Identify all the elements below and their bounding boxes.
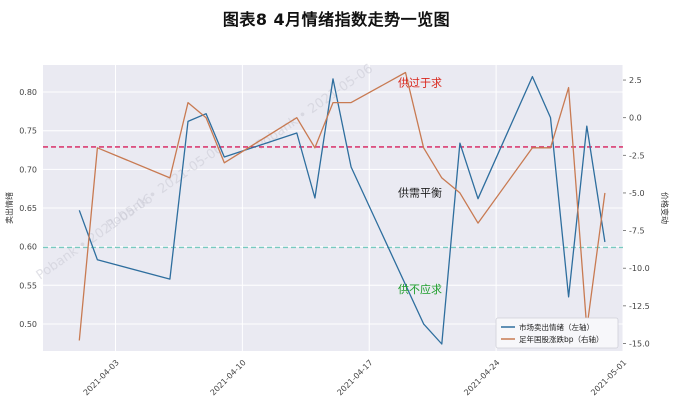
legend-entry: 足年国股涨跌bp（右轴） bbox=[519, 334, 604, 344]
series-lines bbox=[78, 71, 606, 345]
series-line-sentiment bbox=[78, 75, 606, 345]
y2-tick-label: 0.0 bbox=[629, 114, 642, 123]
series-line-price-change bbox=[78, 71, 606, 341]
x-tick-label: 2021-04-17 bbox=[335, 358, 374, 397]
y2-tick-label: 2.5 bbox=[629, 76, 642, 85]
x-tick-label: 2021-04-24 bbox=[462, 358, 501, 397]
y-tick-label: 0.65 bbox=[19, 204, 37, 213]
y-tick-label: 0.50 bbox=[19, 320, 37, 329]
chart-title: 图表8 4月情绪指数走势一览图 bbox=[222, 10, 451, 29]
y2-axis-label: 价格变动 bbox=[660, 192, 670, 224]
annotation-label: 供过于求 bbox=[398, 76, 442, 90]
y-axis-label: 卖出情绪 bbox=[4, 192, 14, 224]
x-tick-label: 2021-04-10 bbox=[209, 358, 248, 397]
legend-box bbox=[495, 317, 619, 349]
y2-tick-label: -12.5 bbox=[629, 302, 650, 311]
y-tick-label: 0.60 bbox=[19, 243, 37, 252]
y-tick-label: 0.70 bbox=[19, 165, 37, 174]
legend-entry: 市场卖出情绪（左轴） bbox=[519, 322, 594, 332]
y2-tick-label: -7.5 bbox=[629, 227, 645, 236]
reference-lines bbox=[43, 146, 623, 249]
legend: 市场卖出情绪（左轴） 足年国股涨跌bp（右轴） bbox=[495, 317, 619, 349]
x-tick-label: 2021-04-03 bbox=[82, 358, 121, 397]
annotation-label: 供需平衡 bbox=[398, 185, 442, 199]
y2-tick-label: -5.0 bbox=[629, 189, 645, 198]
y-tick-label: 0.80 bbox=[19, 88, 37, 97]
y-tick-label: 0.75 bbox=[19, 127, 37, 136]
y2-tick-label: -15.0 bbox=[629, 339, 650, 348]
y2-tick-label: -10.0 bbox=[629, 264, 650, 273]
y2-tick-label: -2.5 bbox=[629, 151, 645, 160]
y-tick-label: 0.55 bbox=[19, 281, 37, 290]
x-tick-label: 2021-05-01 bbox=[589, 358, 628, 397]
annotation-label: 供不应求 bbox=[398, 282, 442, 296]
